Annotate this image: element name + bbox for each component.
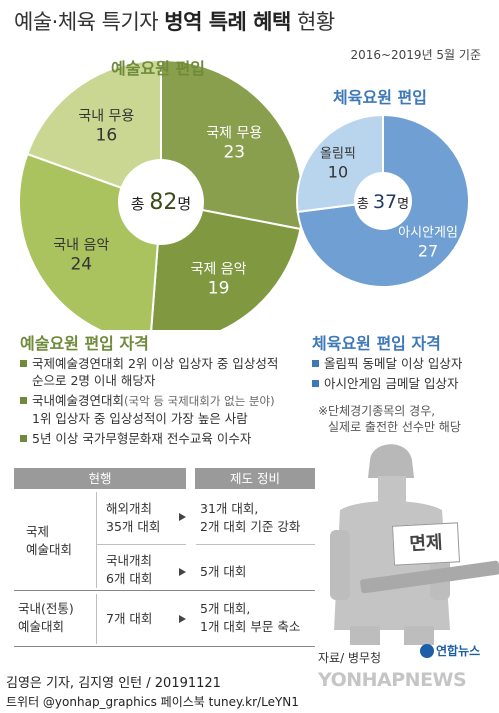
arts-requirements-list: 국제예술경연대회 2위 이상 입상자 중 입상성적 순으로 2명 이내 해당자 … (20, 355, 320, 450)
sports-requirements-list: 올림픽 동메달 이상 입상자 아시안게임 금메달 입상자 (312, 355, 492, 395)
slice-label: 올림픽 (320, 146, 356, 161)
yonhap-logo: 연합뉴스 (420, 642, 480, 659)
arrow-icon (179, 615, 186, 623)
table-row-label: 국제 예술대회 (26, 524, 73, 557)
source-note: 자료/ 병무청 (318, 651, 382, 665)
title-end: 현황 (297, 10, 335, 34)
pie-center (354, 172, 412, 230)
sports-note: ※단체경기종목의 경우, 실제로 출전한 선수만 해당 (318, 404, 461, 434)
pie-center (118, 159, 204, 245)
list-item: 아시안게임 금메달 입상자 (312, 375, 492, 392)
table-cell-domestic: 국내개최 6개 대회 (106, 553, 153, 586)
slice-value: 27 (418, 242, 438, 261)
pie-slice-1-4 (26, 58, 162, 204)
reform-table: 현행 제도 정비 국제 예술대회 해외개최 35개 대회 31개 대회, 2개 … (14, 468, 315, 648)
slice-label: 국제 무용 (206, 126, 262, 142)
table-cell-domestic-reform: 5개 대회 (200, 564, 247, 579)
exempt-badge: 면제 (391, 522, 461, 566)
table-header-reform: 제도 정비 (195, 468, 315, 489)
chart-title: 체육요원 편입 (333, 88, 427, 107)
slice-label: 아시안게임 (398, 226, 458, 241)
table-header-current: 현행 (14, 468, 186, 489)
table-cell-dom-reform: 5개 대회, 1개 대회 부문 축소 (200, 601, 301, 634)
arts-requirements-heading: 예술요원 편입 자격 (20, 334, 149, 353)
credit-line: 김영은 기자, 김지영 인턴 / 20191121 (6, 676, 221, 691)
table-cell-dom-current: 7개 대회 (106, 611, 153, 626)
social-line: 트위터 @yonhap_graphics 페이스북 tuney.kr/LeYN1 (6, 695, 299, 709)
table-cell-overseas-reform: 31개 대회, 2개 대회 기준 강화 (200, 501, 301, 534)
chart-title: 예술요원 편입 (111, 59, 205, 78)
sports-requirements-heading: 체육요원 편입 자격 (312, 334, 441, 353)
logo-mark-icon (420, 644, 434, 658)
title-bold: 병역 특례 혜택 (164, 10, 291, 34)
slice-label: 국제 음악 (191, 262, 247, 278)
table-cell-overseas: 해외개최 35개 대회 (106, 501, 161, 534)
list-item: 국내예술경연대회(국악 등 국제대회가 없는 분야) 1위 입상자 중 입상성적… (20, 392, 320, 427)
list-item: 올림픽 동메달 이상 입상자 (312, 355, 492, 372)
total-label: 총 82명 (131, 190, 191, 215)
slice-value: 10 (328, 162, 348, 181)
slice-label: 국내 무용 (78, 108, 134, 124)
slice-value: 23 (223, 143, 245, 163)
list-item: 5년 이상 국가무형문화재 전수교육 이수자 (20, 430, 320, 447)
arrow-icon (179, 568, 186, 576)
slice-value: 24 (70, 255, 92, 275)
arrow-icon (179, 513, 186, 521)
total-label: 총 37명 (357, 191, 409, 213)
period-note: 2016~2019년 5월 기준 (350, 48, 481, 62)
slice-value: 16 (96, 125, 118, 145)
list-item: 국제예술경연대회 2위 이상 입상자 중 입상성적 순으로 2명 이내 해당자 (20, 355, 320, 389)
table-row-label: 국내(전통) 예술대회 (18, 601, 74, 634)
slice-label: 국내 음악 (53, 238, 109, 254)
watermark: YONHAPNEWS (318, 669, 467, 691)
slice-value: 19 (208, 279, 230, 299)
title-regular: 예술·체육 특기자 (14, 10, 159, 34)
page-title: 예술·체육 특기자 병역 특례 혜택 현황 (14, 6, 335, 36)
